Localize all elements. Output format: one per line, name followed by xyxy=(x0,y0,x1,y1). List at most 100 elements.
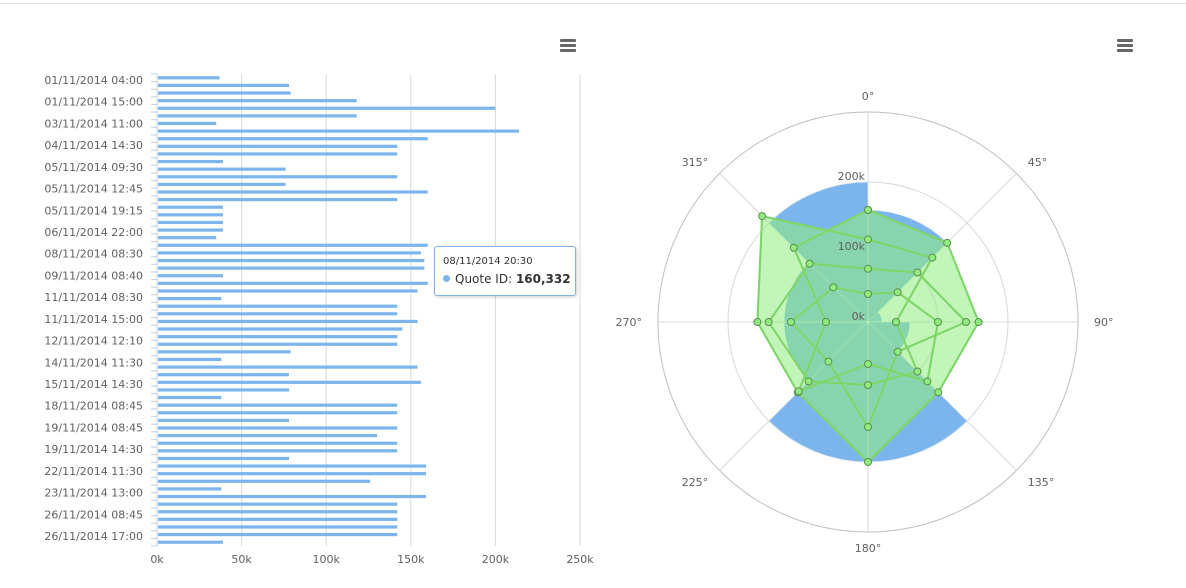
bar[interactable] xyxy=(158,304,398,308)
bar[interactable] xyxy=(158,403,398,407)
bar[interactable] xyxy=(158,190,428,194)
bar[interactable] xyxy=(158,258,425,263)
radar-point[interactable] xyxy=(864,381,872,389)
radar-point[interactable] xyxy=(822,318,830,326)
x-tick-label: 200k xyxy=(482,553,510,566)
bar[interactable] xyxy=(158,91,291,95)
radar-point[interactable] xyxy=(789,243,798,252)
radar-point[interactable] xyxy=(893,288,902,297)
bar[interactable] xyxy=(158,296,222,301)
bar[interactable] xyxy=(158,167,286,171)
bar[interactable] xyxy=(158,342,398,346)
bar[interactable] xyxy=(158,494,427,499)
radar-point[interactable] xyxy=(913,268,922,277)
bar[interactable] xyxy=(158,487,222,491)
radial-tick-label: 0k xyxy=(852,310,866,323)
radar-point[interactable] xyxy=(928,253,937,262)
radar-point[interactable] xyxy=(892,318,900,326)
bar[interactable] xyxy=(158,335,398,339)
bar[interactable] xyxy=(158,388,289,392)
radar-point[interactable] xyxy=(864,235,872,244)
bar[interactable] xyxy=(158,228,223,232)
bar[interactable] xyxy=(158,159,223,164)
bar[interactable] xyxy=(158,517,398,521)
radar-point[interactable] xyxy=(864,290,872,298)
bar[interactable] xyxy=(158,319,418,324)
bar[interactable] xyxy=(158,213,223,217)
bar[interactable] xyxy=(158,365,418,369)
radar-point[interactable] xyxy=(864,458,872,466)
bar[interactable] xyxy=(158,83,289,88)
bar[interactable] xyxy=(158,472,427,476)
angle-label: 270° xyxy=(616,316,643,329)
radar-point[interactable] xyxy=(753,318,762,326)
radar-point[interactable] xyxy=(824,357,833,366)
bar[interactable] xyxy=(158,327,403,331)
bar[interactable] xyxy=(158,236,217,240)
bar[interactable] xyxy=(158,182,286,186)
bar[interactable] xyxy=(158,121,217,126)
bar[interactable] xyxy=(158,129,520,133)
radar-point[interactable] xyxy=(829,283,838,292)
bar[interactable] xyxy=(158,373,289,377)
bar[interactable] xyxy=(158,243,428,247)
radar-point[interactable] xyxy=(913,367,922,376)
bar[interactable] xyxy=(158,205,223,209)
bar[interactable] xyxy=(158,175,398,179)
radar-point[interactable] xyxy=(805,259,814,268)
bar[interactable] xyxy=(158,137,428,141)
bar[interactable] xyxy=(158,312,398,316)
right-chart-menu-button[interactable] xyxy=(1115,36,1137,56)
radar-point[interactable] xyxy=(864,264,872,273)
bar[interactable] xyxy=(158,289,418,293)
radar-point[interactable] xyxy=(974,318,983,326)
bar[interactable] xyxy=(158,441,398,445)
bar[interactable] xyxy=(158,479,371,483)
top-border xyxy=(0,0,1186,4)
bar[interactable] xyxy=(158,144,398,148)
radar-point[interactable] xyxy=(962,318,970,326)
bar[interactable] xyxy=(158,220,223,225)
bar[interactable] xyxy=(158,114,357,118)
bar[interactable] xyxy=(158,198,398,202)
bar[interactable] xyxy=(158,281,428,285)
radar-point[interactable] xyxy=(804,377,813,386)
bar[interactable] xyxy=(158,411,398,415)
radar-point[interactable] xyxy=(864,360,872,368)
radar-point[interactable] xyxy=(943,238,952,247)
bar[interactable] xyxy=(158,106,496,110)
left-chart-menu-button[interactable] xyxy=(558,36,580,56)
bar[interactable] xyxy=(158,266,425,270)
bar[interactable] xyxy=(158,395,222,400)
bar[interactable] xyxy=(158,540,223,544)
bar[interactable] xyxy=(158,434,377,438)
bar[interactable] xyxy=(158,350,291,354)
radar-point[interactable] xyxy=(923,377,932,386)
radar-point[interactable] xyxy=(764,318,773,326)
radar-point[interactable] xyxy=(934,388,943,397)
bar[interactable] xyxy=(158,152,398,156)
bar[interactable] xyxy=(158,510,398,514)
bar[interactable] xyxy=(158,418,289,422)
bar[interactable] xyxy=(158,274,223,278)
radar-point[interactable] xyxy=(893,347,902,356)
bar[interactable] xyxy=(158,357,222,362)
radar-point[interactable] xyxy=(864,206,872,214)
bar[interactable] xyxy=(158,426,398,430)
bar[interactable] xyxy=(158,251,421,255)
angle-label: 180° xyxy=(855,542,882,555)
bar[interactable] xyxy=(158,99,357,103)
radar-point[interactable] xyxy=(864,423,872,431)
radar-point[interactable] xyxy=(758,212,767,221)
bar[interactable] xyxy=(158,380,421,384)
bar[interactable] xyxy=(158,76,220,80)
bar[interactable] xyxy=(158,532,398,537)
radar-point[interactable] xyxy=(787,318,795,326)
radar-point[interactable] xyxy=(934,318,942,326)
bar[interactable] xyxy=(158,456,289,461)
radar-point[interactable] xyxy=(794,387,803,396)
bar[interactable] xyxy=(158,464,427,468)
bar[interactable] xyxy=(158,449,398,453)
bar[interactable] xyxy=(158,525,398,529)
bar[interactable] xyxy=(158,502,398,506)
